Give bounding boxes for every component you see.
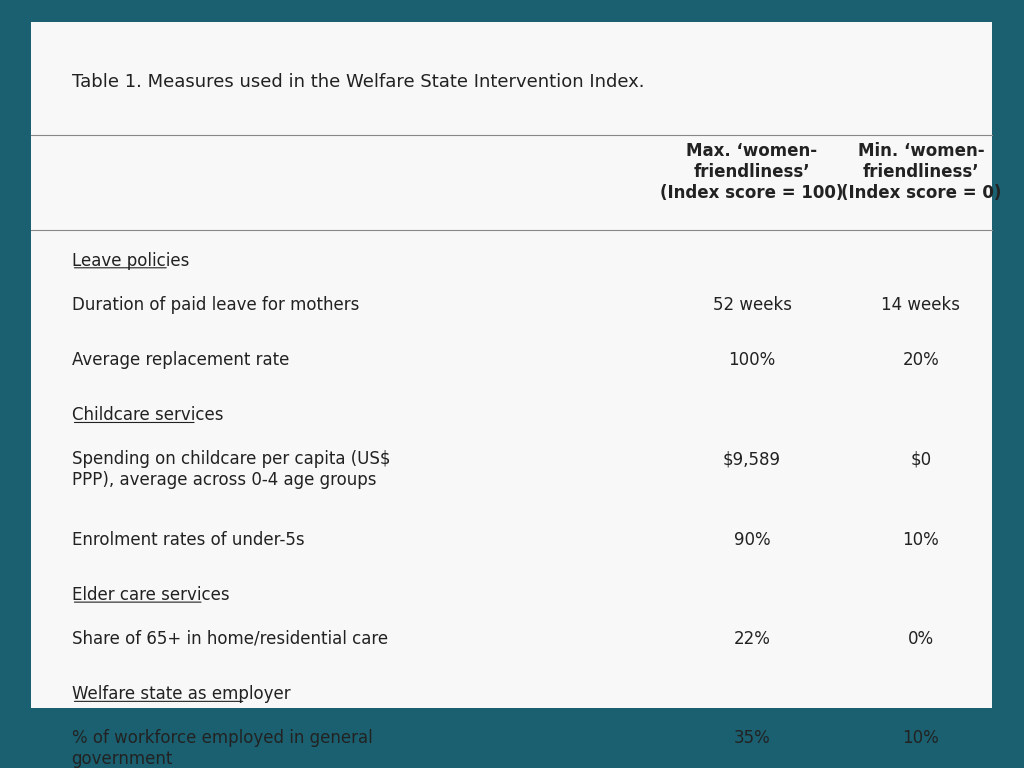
Text: Duration of paid leave for mothers: Duration of paid leave for mothers bbox=[72, 296, 359, 313]
Text: 10%: 10% bbox=[902, 531, 939, 548]
Text: Share of 65+ in home/residential care: Share of 65+ in home/residential care bbox=[72, 630, 388, 648]
Text: Childcare services: Childcare services bbox=[72, 406, 223, 425]
Text: Elder care services: Elder care services bbox=[72, 586, 229, 604]
Text: Welfare state as employer: Welfare state as employer bbox=[72, 685, 290, 703]
Text: 14 weeks: 14 weeks bbox=[882, 296, 961, 313]
Text: 20%: 20% bbox=[902, 351, 939, 369]
Text: 100%: 100% bbox=[728, 351, 775, 369]
Text: Leave policies: Leave policies bbox=[72, 252, 189, 270]
Text: 35%: 35% bbox=[733, 729, 770, 747]
Text: 0%: 0% bbox=[908, 630, 934, 648]
Text: Table 1. Measures used in the Welfare State Intervention Index.: Table 1. Measures used in the Welfare St… bbox=[72, 73, 644, 91]
Text: $9,589: $9,589 bbox=[723, 450, 781, 468]
Text: Min. ‘women-
friendliness’
(Index score = 0): Min. ‘women- friendliness’ (Index score … bbox=[841, 142, 1001, 202]
Text: % of workforce employed in general
government: % of workforce employed in general gover… bbox=[72, 729, 373, 768]
Text: Spending on childcare per capita (US$
PPP), average across 0-4 age groups: Spending on childcare per capita (US$ PP… bbox=[72, 450, 390, 489]
Text: 90%: 90% bbox=[734, 531, 770, 548]
Text: Max. ‘women-
friendliness’
(Index score = 100): Max. ‘women- friendliness’ (Index score … bbox=[660, 142, 844, 202]
Text: $0: $0 bbox=[910, 450, 932, 468]
Text: 52 weeks: 52 weeks bbox=[713, 296, 792, 313]
FancyBboxPatch shape bbox=[31, 22, 992, 708]
Text: Average replacement rate: Average replacement rate bbox=[72, 351, 289, 369]
Text: Enrolment rates of under-5s: Enrolment rates of under-5s bbox=[72, 531, 304, 548]
Text: 22%: 22% bbox=[733, 630, 770, 648]
Text: 10%: 10% bbox=[902, 729, 939, 747]
